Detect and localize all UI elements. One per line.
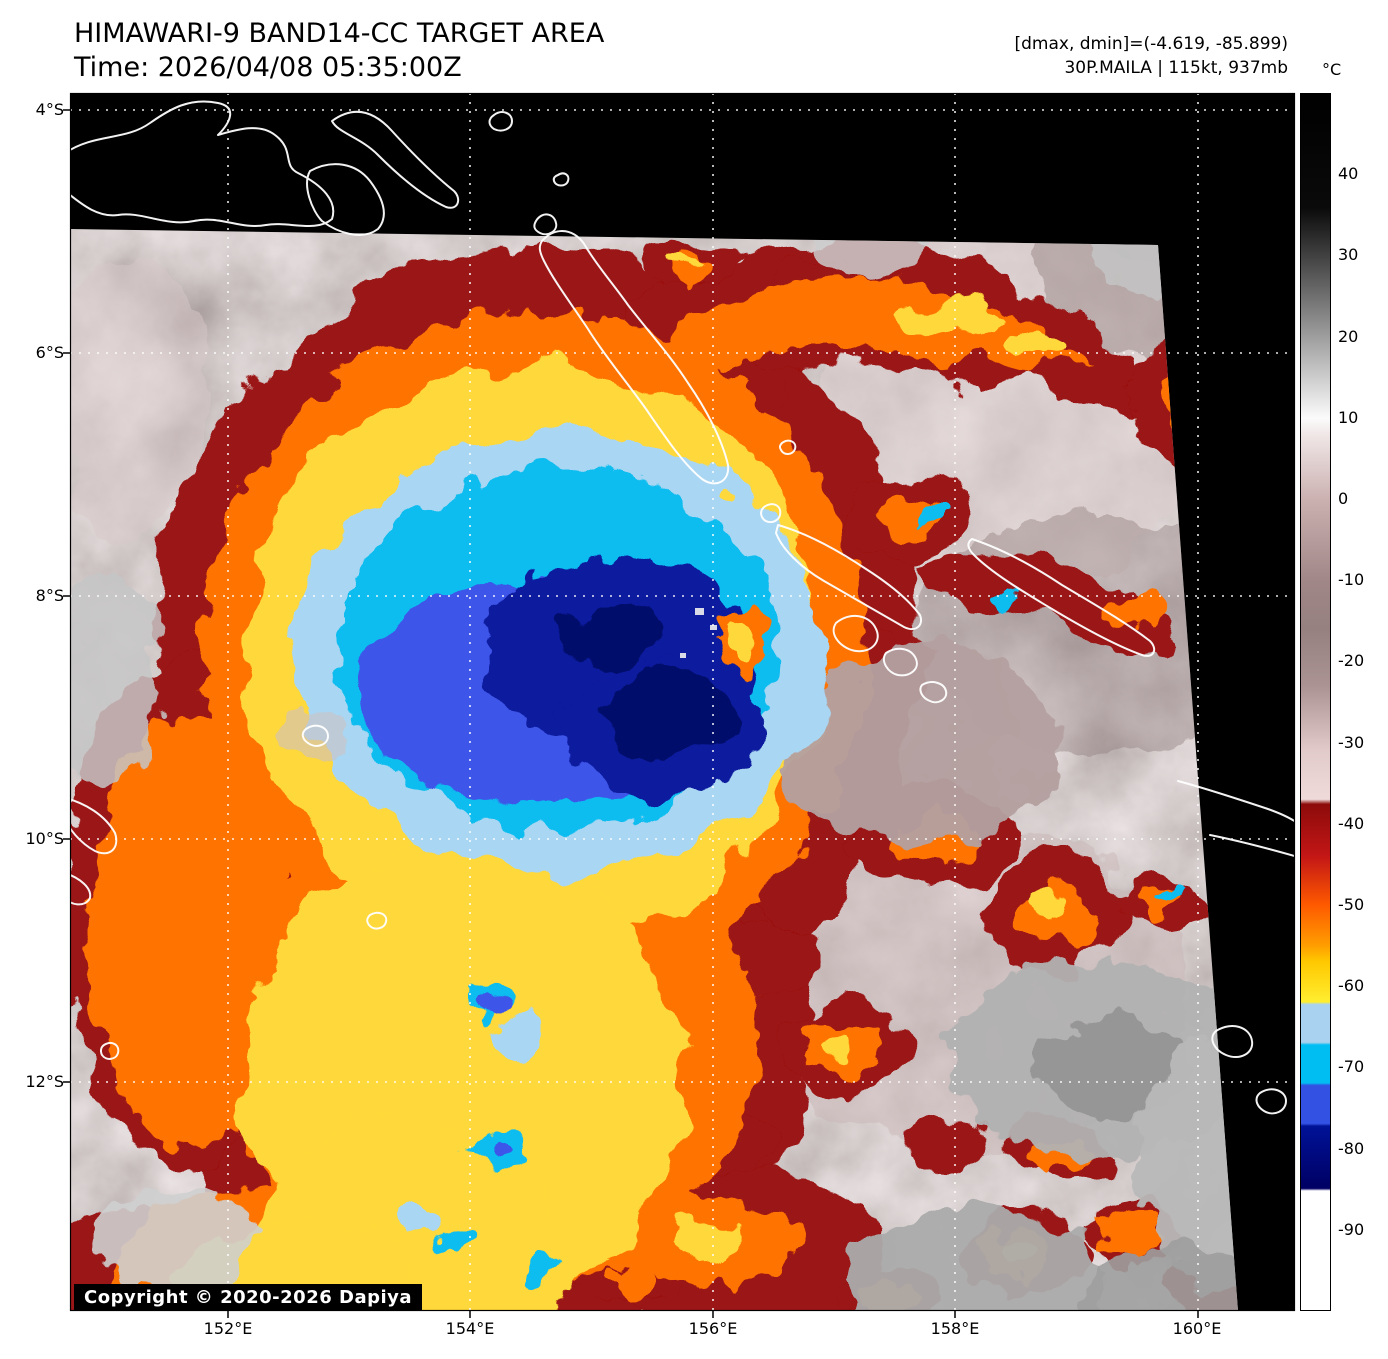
coastline-islet-mid — [366, 911, 388, 930]
colorbar-tick-label: 20 — [1338, 327, 1359, 346]
dry-slot — [778, 645, 1060, 845]
coastline-west-coast-2 — [64, 872, 92, 906]
graticule-gridlines — [70, 93, 1295, 1311]
colorbar-tick-label: 30 — [1338, 245, 1359, 264]
storm-id-intensity: 30P.MAILA | 115kt, 937mb — [1064, 58, 1288, 78]
coastline-gazelle — [306, 163, 385, 236]
dmax-dmin-readout: [dmax, dmin]=(-4.619, -85.899) — [1014, 34, 1289, 54]
lon-tick-label: 154°E — [445, 1319, 495, 1338]
lat-tick-label: 12°S — [25, 1072, 64, 1091]
colorbar-tick-label: -30 — [1338, 733, 1365, 752]
coastline-island-small-2 — [552, 172, 570, 187]
copyright-badge: Copyright © 2020-2026 Dapiya — [74, 1284, 423, 1311]
lat-tick-label: 8°S — [35, 586, 64, 605]
coastline-west-islet — [99, 1042, 120, 1060]
coastline-green-islands — [301, 724, 329, 747]
coastline-shortland — [759, 503, 782, 523]
colorbar-tick-label: 10 — [1338, 408, 1359, 427]
lon-tick-label: 160°E — [1172, 1319, 1222, 1338]
colorbar-tick-label: -70 — [1338, 1057, 1365, 1076]
coastline-guadalcanal — [1209, 834, 1299, 858]
lat-tick-label: 10°S — [25, 829, 64, 848]
colorbar-tick-label: -50 — [1338, 895, 1365, 914]
coastline-new-georgia-3 — [919, 681, 948, 704]
core-white-specks — [680, 608, 717, 658]
product-title: HIMAWARI-9 BAND14-CC TARGET AREA — [74, 18, 605, 49]
lat-tick-label: 4°S — [35, 100, 64, 119]
lon-tick-label: 158°E — [930, 1319, 980, 1338]
colorbar-tick-label: -20 — [1338, 651, 1365, 670]
colorbar — [1300, 93, 1331, 1311]
colorbar-tick-label: 0 — [1338, 489, 1349, 508]
colorbar-tick-label: -10 — [1338, 570, 1365, 589]
coastline-se-island-2 — [1255, 1088, 1287, 1115]
lon-tick-label: 156°E — [688, 1319, 738, 1338]
coastline-santa-isabel — [967, 538, 1156, 657]
eye-notch — [716, 603, 768, 679]
colorbar-tick-label: -40 — [1338, 814, 1365, 833]
cold-core-deep-navy — [559, 613, 732, 757]
coastline-bougainville — [538, 230, 730, 485]
coastline-new-georgia-1 — [832, 614, 879, 653]
colorbar-tick-label: -80 — [1338, 1139, 1365, 1158]
colorbar-tick-label: -90 — [1338, 1220, 1365, 1239]
plot-frame — [69, 92, 1296, 1312]
coastlines — [64, 100, 1301, 1115]
satellite-map-plot — [63, 92, 1301, 1318]
colorbar-tick-label: 40 — [1338, 164, 1359, 183]
scan-area — [70, 229, 1238, 1311]
colorbar-tick-label: -60 — [1338, 976, 1365, 995]
coastline-west-coast-1 — [64, 797, 118, 855]
product-time: Time: 2026/04/08 05:35:00Z — [74, 52, 462, 83]
coastline-island-small-3 — [778, 439, 797, 455]
coastline-choiseul — [775, 524, 922, 631]
coastline-se-island-1 — [1211, 1025, 1254, 1059]
lat-tick-label: 6°S — [35, 343, 64, 362]
colorbar-unit-label: °C — [1322, 60, 1342, 79]
coastline-new-ireland — [331, 111, 460, 209]
coastline-island-small-1 — [488, 111, 513, 132]
lon-tick-label: 152°E — [203, 1319, 253, 1338]
coastline-malaita — [1177, 780, 1301, 826]
axis-ticks — [63, 109, 1199, 1318]
coastline-new-britain — [64, 100, 335, 227]
coastline-new-georgia-2 — [882, 647, 918, 677]
